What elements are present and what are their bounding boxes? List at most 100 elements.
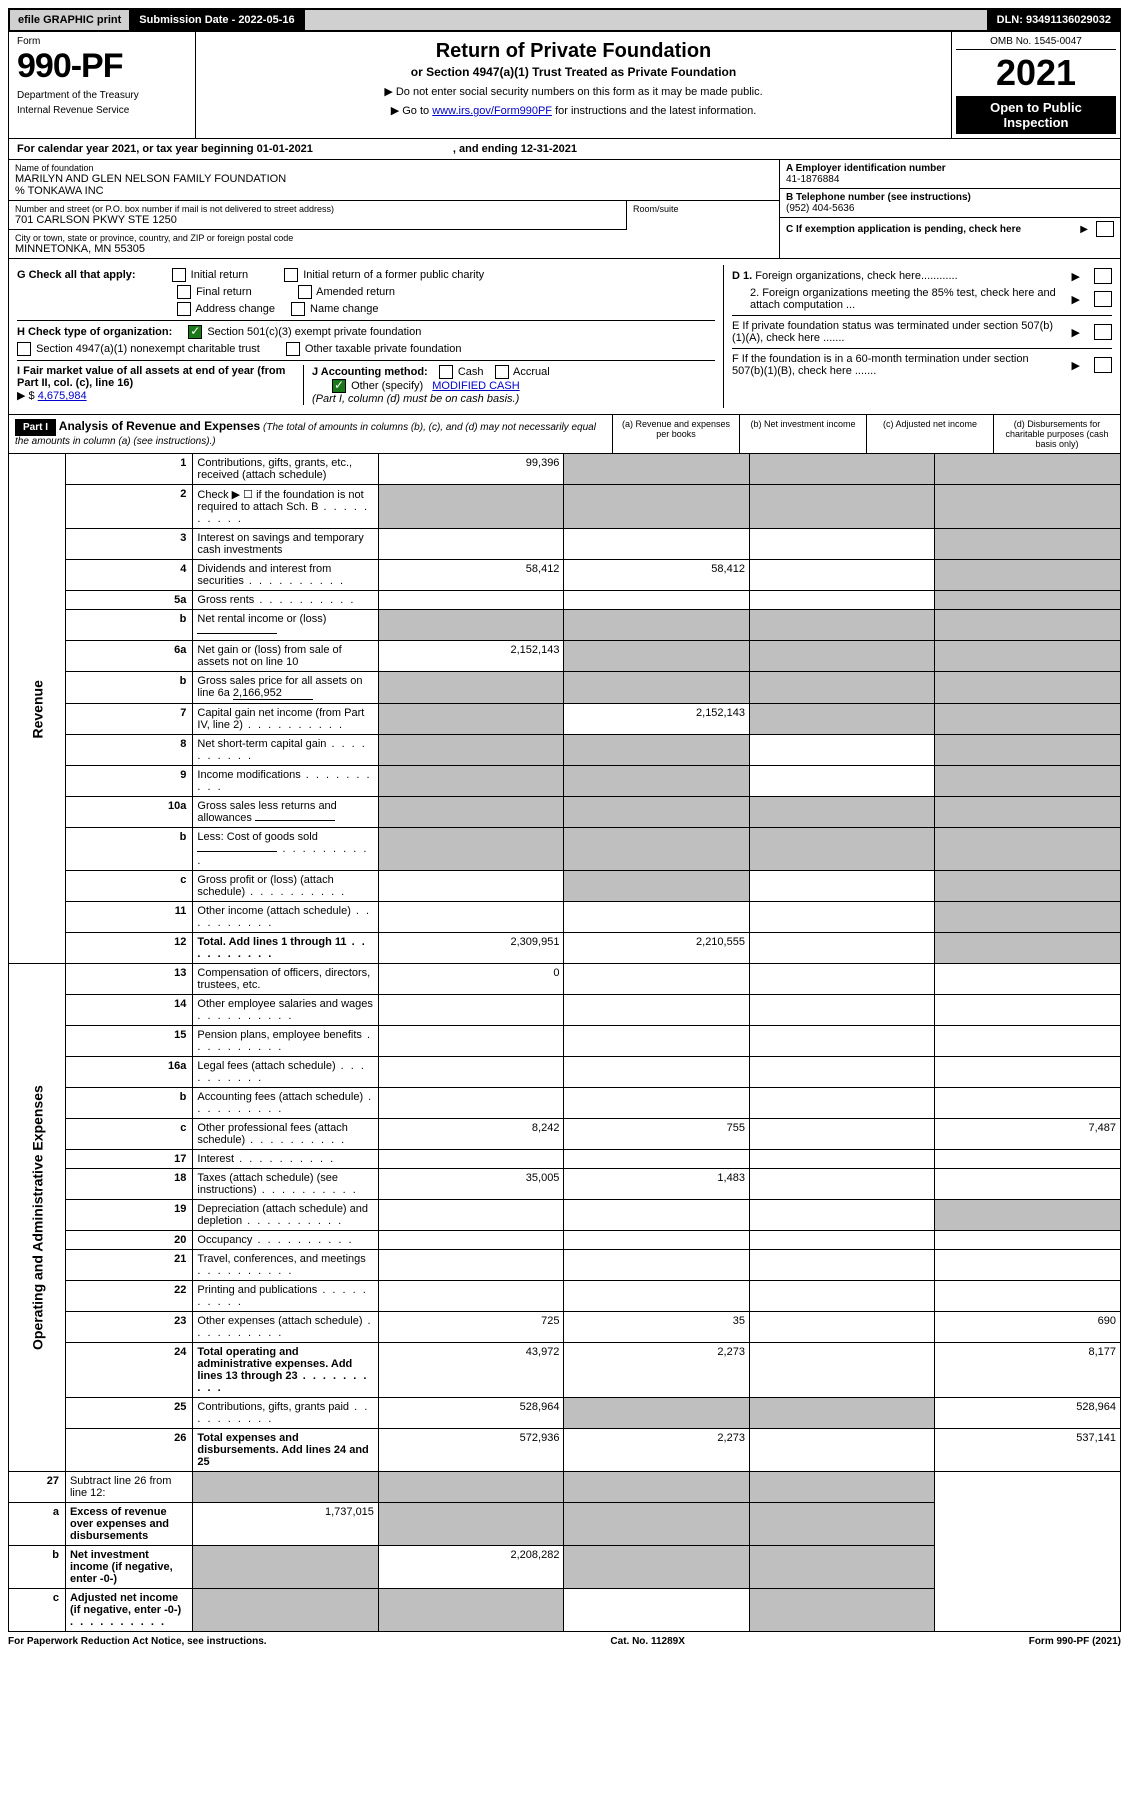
amount-cell: 2,152,143	[378, 641, 564, 672]
amount-cell	[378, 485, 564, 529]
amount-cell	[564, 1026, 750, 1057]
line-number: 19	[65, 1200, 192, 1231]
g-amended: Amended return	[316, 286, 395, 298]
line-desc: Excess of revenue over expenses and disb…	[65, 1503, 192, 1546]
line-number: b	[65, 610, 192, 641]
city-label: City or town, state or province, country…	[15, 233, 773, 243]
line-number: 15	[65, 1026, 192, 1057]
table-row: cGross profit or (loss) (attach schedule…	[9, 871, 1121, 902]
footer: For Paperwork Reduction Act Notice, see …	[8, 1632, 1121, 1651]
amount-cell	[935, 529, 1121, 560]
amount-cell: 1,737,015	[193, 1503, 379, 1546]
amount-cell	[193, 1589, 379, 1632]
table-row: bNet rental income or (loss)	[9, 610, 1121, 641]
arrow-icon: ▶	[1072, 293, 1080, 306]
line-desc: Occupancy	[193, 1231, 379, 1250]
cb-e[interactable]	[1094, 324, 1112, 340]
part1-desc: Part I Analysis of Revenue and Expenses …	[9, 415, 612, 453]
j-other-val[interactable]: MODIFIED CASH	[432, 380, 519, 392]
cb-address[interactable]	[177, 302, 191, 316]
line-desc: Interest	[193, 1150, 379, 1169]
line-number: 14	[65, 995, 192, 1026]
amount-cell: 35	[564, 1312, 750, 1343]
ein-label: A Employer identification number	[786, 163, 1114, 174]
amount-cell	[749, 1057, 935, 1088]
f-text: F If the foundation is in a 60-month ter…	[732, 353, 1062, 377]
amount-cell	[378, 1503, 564, 1546]
cb-initial[interactable]	[172, 268, 186, 282]
amount-cell	[378, 797, 564, 828]
cb-d1[interactable]	[1094, 268, 1112, 284]
line-number: 1	[65, 454, 192, 485]
amount-cell	[749, 1200, 935, 1231]
addr-label: Number and street (or P.O. box number if…	[15, 204, 620, 214]
inline-value	[255, 820, 335, 821]
part1-title: Analysis of Revenue and Expenses	[59, 419, 260, 433]
cb-other-tax[interactable]	[286, 342, 300, 356]
irs-label: Internal Revenue Service	[17, 105, 187, 116]
line-desc: Gross sales price for all assets on line…	[193, 672, 379, 704]
phone-row: B Telephone number (see instructions) (9…	[780, 189, 1120, 218]
amount-cell	[749, 1429, 935, 1472]
amount-cell	[935, 704, 1121, 735]
cb-name[interactable]	[291, 302, 305, 316]
name-label: Name of foundation	[15, 163, 773, 173]
amount-cell	[749, 964, 935, 995]
info-right: A Employer identification number 41-1876…	[779, 160, 1120, 258]
table-row: Revenue1Contributions, gifts, grants, et…	[9, 454, 1121, 485]
h-501c3: Section 501(c)(3) exempt private foundat…	[207, 326, 421, 338]
amount-cell	[378, 1250, 564, 1281]
cb-d2[interactable]	[1094, 291, 1112, 307]
line-desc: Total expenses and disbursements. Add li…	[193, 1429, 379, 1472]
g-row: G Check all that apply: Initial return I…	[17, 268, 715, 282]
amount-cell	[564, 828, 750, 871]
header-right: OMB No. 1545-0047 2021 Open to Public In…	[951, 32, 1120, 138]
cb-f[interactable]	[1094, 357, 1112, 373]
amount-cell	[749, 454, 935, 485]
cb-4947[interactable]	[17, 342, 31, 356]
j-label: J Accounting method:	[312, 366, 428, 378]
amount-cell	[935, 485, 1121, 529]
cb-501c3[interactable]	[188, 325, 202, 339]
g-initial: Initial return	[191, 269, 248, 281]
amount-cell	[749, 1503, 935, 1546]
line-number: 21	[65, 1250, 192, 1281]
col-c-head: (c) Adjusted net income	[866, 415, 993, 453]
amount-cell	[935, 871, 1121, 902]
part1-header-row: Part I Analysis of Revenue and Expenses …	[8, 415, 1121, 454]
table-row: 19Depreciation (attach schedule) and dep…	[9, 1200, 1121, 1231]
city-row: City or town, state or province, country…	[9, 230, 779, 258]
cb-amended[interactable]	[298, 285, 312, 299]
amount-cell: 8,177	[935, 1343, 1121, 1398]
room-label: Room/suite	[633, 204, 773, 214]
cb-final[interactable]	[177, 285, 191, 299]
cb-accrual[interactable]	[495, 365, 509, 379]
exemption-checkbox[interactable]	[1096, 221, 1114, 237]
tax-year: 2021	[956, 52, 1116, 94]
amount-cell	[935, 672, 1121, 704]
table-row: 7Capital gain net income (from Part IV, …	[9, 704, 1121, 735]
note-link: ▶ Go to www.irs.gov/Form990PF for instru…	[204, 104, 943, 117]
amount-cell	[749, 995, 935, 1026]
header-left: Form 990-PF Department of the Treasury I…	[9, 32, 196, 138]
cb-cash[interactable]	[439, 365, 453, 379]
amount-cell	[935, 1250, 1121, 1281]
amount-cell	[378, 1026, 564, 1057]
amount-cell	[378, 735, 564, 766]
amount-cell	[378, 1281, 564, 1312]
line-number: 26	[65, 1429, 192, 1472]
i-value[interactable]: 4,675,984	[38, 390, 87, 402]
cb-initial-former[interactable]	[284, 268, 298, 282]
amount-cell	[378, 1200, 564, 1231]
table-row: 22Printing and publications	[9, 1281, 1121, 1312]
irs-link[interactable]: www.irs.gov/Form990PF	[432, 105, 552, 117]
efile-label[interactable]: efile GRAPHIC print	[10, 10, 129, 30]
cb-other[interactable]	[332, 379, 346, 393]
amount-cell	[935, 797, 1121, 828]
amount-cell	[749, 1088, 935, 1119]
line-desc: Contributions, gifts, grants paid	[193, 1398, 379, 1429]
check-right: D 1. Foreign organizations, check here..…	[723, 265, 1112, 408]
omb-number: OMB No. 1545-0047	[956, 36, 1116, 50]
amount-cell: 7,487	[935, 1119, 1121, 1150]
amount-cell	[749, 1150, 935, 1169]
